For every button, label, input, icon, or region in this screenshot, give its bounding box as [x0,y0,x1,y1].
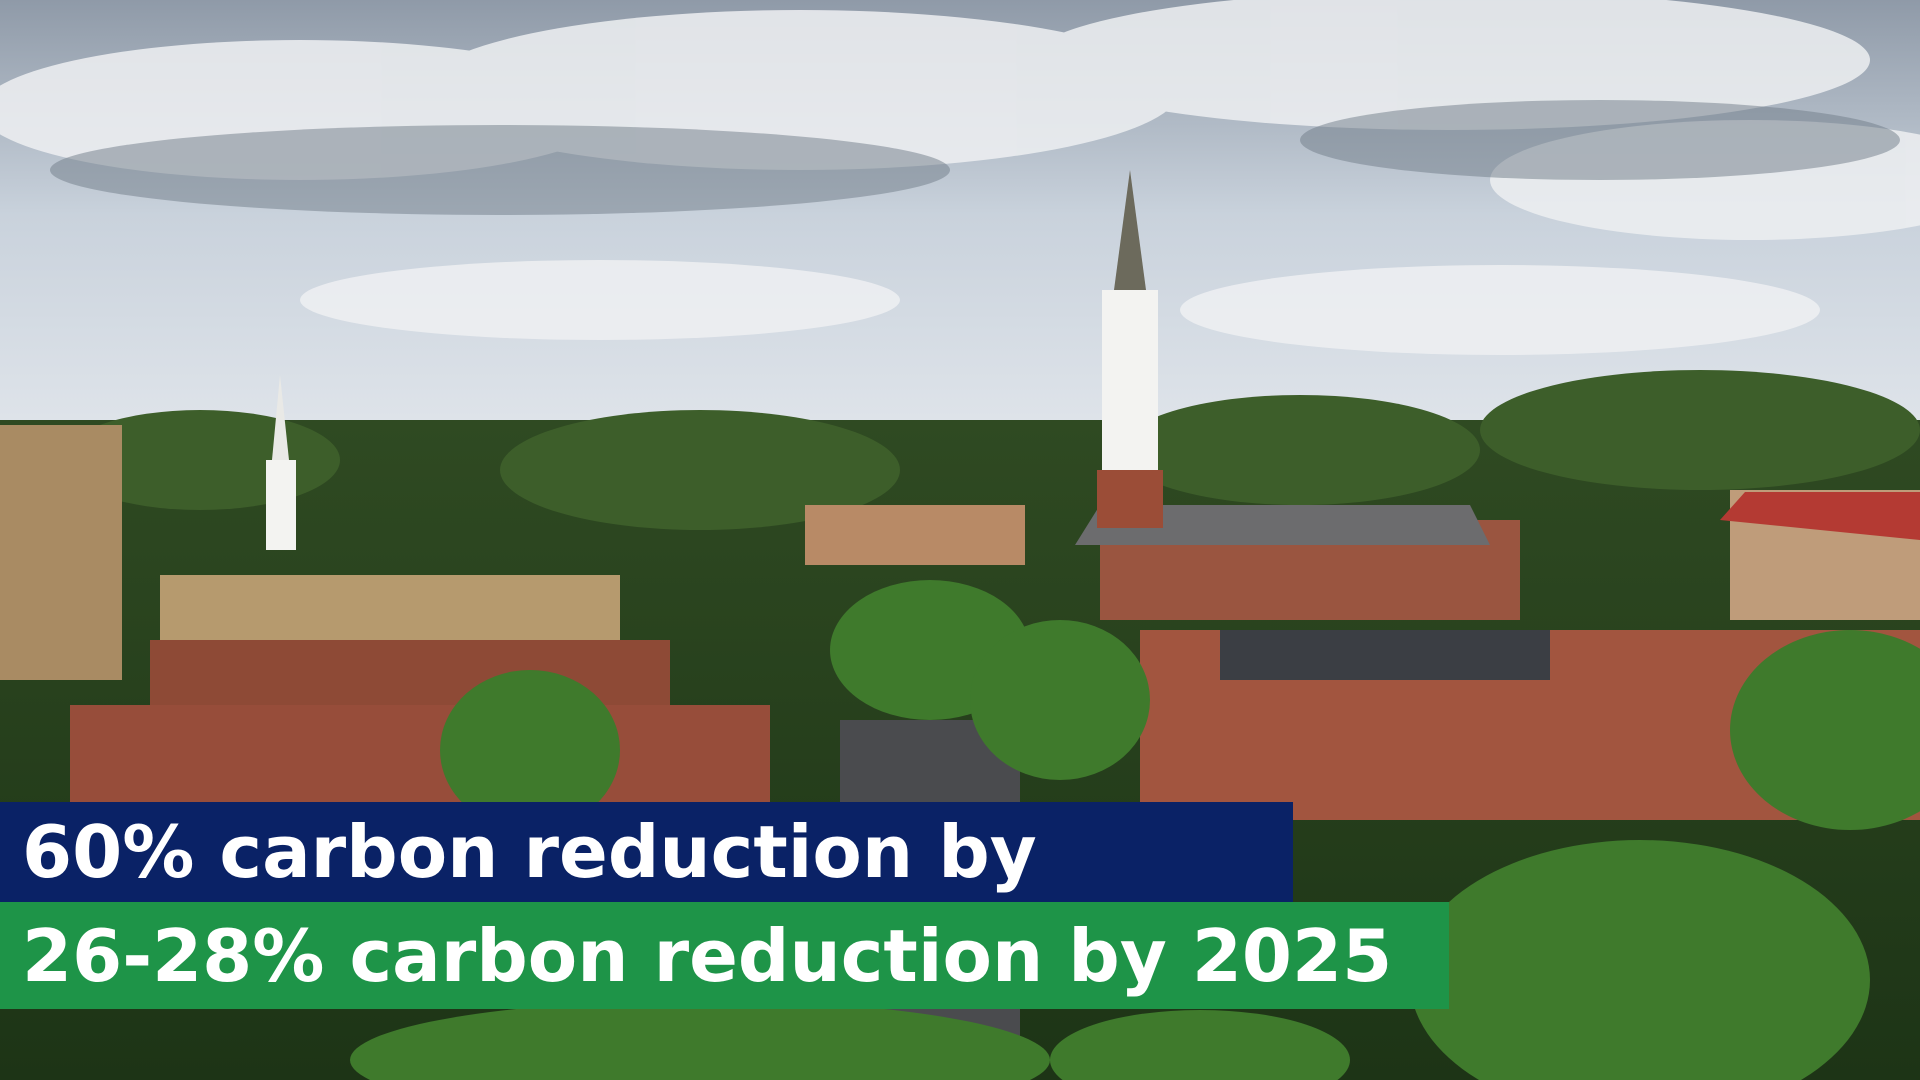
page: 60% carbon reduction by 26-28% carbon re… [0,0,1920,1080]
caption: 60% carbon reduction by [22,816,1037,888]
caption-band: 26-28% carbon reduction by 2025 [0,902,1449,1009]
caption-band: 60% carbon reduction by [0,802,1293,902]
caption: 26-28% carbon reduction by 2025 [22,920,1392,992]
